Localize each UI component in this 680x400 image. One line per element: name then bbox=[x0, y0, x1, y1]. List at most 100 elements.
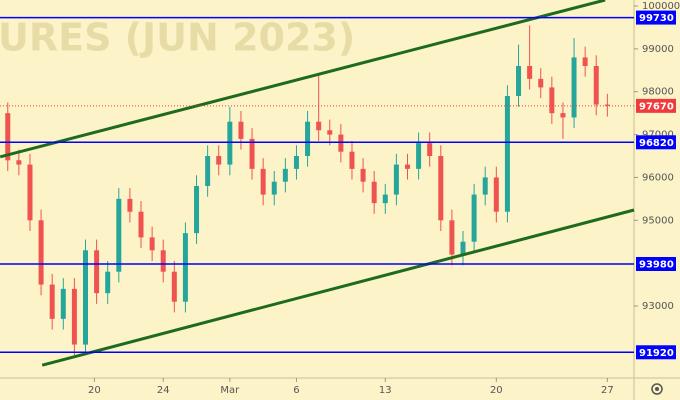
candle bbox=[160, 239, 166, 283]
last-price-label: 97670 bbox=[639, 101, 674, 112]
candle-body bbox=[571, 57, 577, 118]
candle-body bbox=[5, 113, 11, 161]
candle bbox=[227, 106, 233, 176]
candle-body bbox=[27, 164, 33, 221]
candle bbox=[138, 201, 144, 249]
candle-body bbox=[227, 121, 233, 165]
level-label: 99730 bbox=[639, 13, 674, 24]
candle bbox=[571, 38, 577, 129]
x-tick-label: 13 bbox=[379, 385, 392, 396]
y-tick-label: 93000 bbox=[642, 301, 674, 312]
candle bbox=[282, 158, 288, 193]
candle-body bbox=[105, 271, 111, 294]
candle-body bbox=[604, 104, 610, 106]
candle-body bbox=[205, 156, 211, 186]
candle bbox=[94, 239, 100, 304]
candle-body bbox=[49, 284, 55, 319]
candle-body bbox=[560, 113, 566, 118]
candle bbox=[5, 102, 11, 171]
gear-center bbox=[655, 387, 659, 391]
candle bbox=[593, 55, 599, 116]
level-box bbox=[636, 257, 676, 271]
candle-body bbox=[582, 57, 588, 66]
candle-body bbox=[316, 121, 322, 131]
candle-body bbox=[527, 66, 533, 79]
level-box bbox=[636, 10, 676, 25]
candle-body bbox=[482, 177, 488, 195]
candle-body bbox=[116, 198, 122, 272]
x-tick-label: 27 bbox=[601, 385, 614, 396]
candle-body bbox=[427, 143, 433, 156]
candle-body bbox=[471, 194, 477, 242]
candle bbox=[604, 93, 610, 117]
candle bbox=[527, 25, 533, 90]
candle bbox=[438, 145, 444, 231]
trend-line bbox=[41, 208, 635, 367]
candle bbox=[427, 132, 433, 167]
candle-body bbox=[516, 66, 522, 96]
candle bbox=[404, 153, 410, 180]
candle bbox=[538, 68, 544, 99]
candle bbox=[493, 166, 499, 223]
candle-body bbox=[194, 186, 200, 234]
settings-icon[interactable] bbox=[651, 383, 663, 395]
candle bbox=[504, 85, 510, 223]
candle bbox=[293, 145, 299, 180]
gear-ring bbox=[651, 383, 663, 395]
candle-body bbox=[249, 138, 255, 169]
last-price-box bbox=[636, 98, 676, 113]
candle-body bbox=[460, 241, 466, 255]
candle bbox=[38, 209, 44, 296]
candle-body bbox=[549, 87, 555, 114]
candle-body bbox=[260, 168, 266, 195]
watermark: URES (JUN 2023) bbox=[0, 16, 355, 60]
candle bbox=[205, 145, 211, 197]
candle bbox=[60, 278, 66, 330]
y-tick-label: 96000 bbox=[642, 172, 674, 183]
candle-body bbox=[160, 250, 166, 272]
candle-body bbox=[438, 156, 444, 221]
candle-body bbox=[349, 151, 355, 169]
candle-body bbox=[393, 164, 399, 195]
candle bbox=[149, 226, 155, 261]
y-tick-label: 97000 bbox=[642, 130, 674, 141]
candle-body bbox=[182, 233, 188, 302]
candle-body bbox=[593, 66, 599, 105]
candle-body bbox=[16, 160, 22, 165]
candle-body bbox=[493, 177, 499, 212]
candle-body bbox=[271, 181, 277, 195]
candle-body bbox=[138, 211, 144, 238]
candle bbox=[305, 111, 311, 167]
candle bbox=[71, 278, 77, 356]
candle bbox=[16, 149, 22, 176]
candle-body bbox=[338, 134, 344, 152]
candle-body bbox=[504, 96, 510, 212]
candle bbox=[249, 128, 255, 180]
candle bbox=[271, 171, 277, 206]
candle bbox=[371, 171, 377, 214]
candle-body bbox=[282, 168, 288, 182]
candle-body bbox=[94, 250, 100, 294]
candle bbox=[260, 158, 266, 206]
candle bbox=[582, 46, 588, 77]
candle-body bbox=[38, 220, 44, 285]
candle bbox=[338, 123, 344, 163]
candle bbox=[549, 76, 555, 124]
candle bbox=[471, 183, 477, 253]
y-tick-label: 99000 bbox=[642, 44, 674, 55]
candle bbox=[382, 183, 388, 214]
candle bbox=[116, 188, 122, 283]
candle-body bbox=[71, 288, 77, 345]
candle bbox=[194, 175, 200, 244]
candle-body bbox=[127, 198, 133, 212]
candle-body bbox=[238, 121, 244, 139]
candle bbox=[349, 141, 355, 180]
x-tick-label: Mar bbox=[220, 385, 240, 396]
candle-body bbox=[327, 130, 333, 135]
level-label: 93980 bbox=[639, 260, 674, 271]
level-label: 96820 bbox=[639, 138, 674, 149]
x-tick-label: 20 bbox=[88, 385, 101, 396]
candle bbox=[171, 261, 177, 313]
candle bbox=[516, 44, 522, 107]
